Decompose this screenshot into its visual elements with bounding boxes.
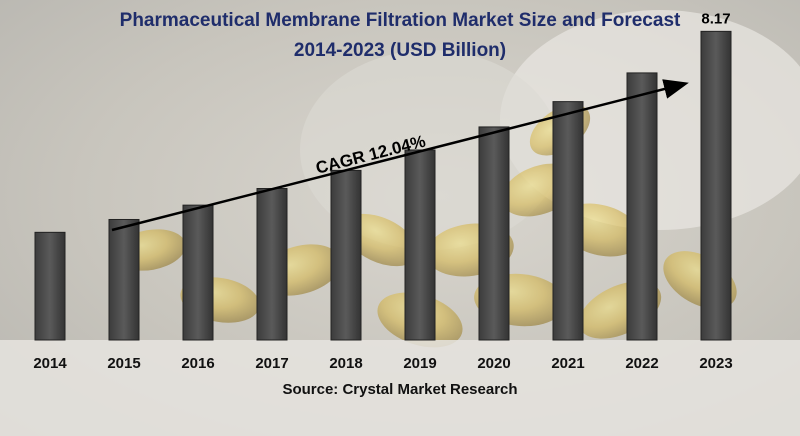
bar-2014 xyxy=(34,231,66,341)
x-tick-label: 2016 xyxy=(181,355,214,372)
bar-2022 xyxy=(626,72,658,341)
x-tick-label: 2015 xyxy=(107,355,140,372)
bar-2018 xyxy=(330,169,362,341)
x-tick-label: 2020 xyxy=(477,355,510,372)
bar-2017 xyxy=(256,188,288,341)
x-tick-label: 2021 xyxy=(551,355,584,372)
bar-2015 xyxy=(108,218,140,341)
source-note: Source: Crystal Market Research xyxy=(282,381,518,398)
x-tick-label: 2014 xyxy=(33,355,67,372)
cagr-arrow xyxy=(111,79,689,232)
bar-2016 xyxy=(182,204,214,341)
x-tick-label: 2022 xyxy=(625,355,658,372)
bar-2023 xyxy=(700,30,732,341)
bars-group xyxy=(34,30,732,341)
x-tick-label: 2023 xyxy=(699,355,732,372)
chart-title-line2: 2014-2023 (USD Billion) xyxy=(293,40,507,61)
x-tick-label: 2018 xyxy=(329,355,362,372)
x-axis-ticks: 2014 2015 2016 2017 2018 2019 2020 2021 2022 2023 xyxy=(33,355,732,372)
bar-2021 xyxy=(552,101,584,341)
data-labels: 8.17 xyxy=(701,10,730,27)
bar-2019 xyxy=(404,149,436,341)
data-label-2023: 8.17 xyxy=(701,10,730,27)
bar-2020 xyxy=(478,126,510,341)
x-tick-label: 2019 xyxy=(403,355,436,372)
chart-title-line1: Pharmaceutical Membrane Filtration Marke… xyxy=(119,10,681,31)
x-tick-label: 2017 xyxy=(255,355,288,372)
